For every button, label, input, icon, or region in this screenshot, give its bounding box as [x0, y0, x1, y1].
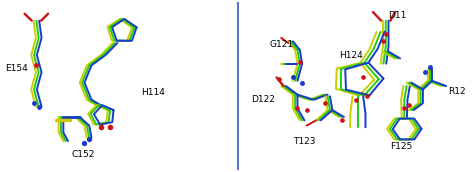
Text: R12: R12	[448, 87, 466, 96]
Text: H114: H114	[141, 88, 164, 97]
Text: T123: T123	[293, 137, 315, 146]
Text: F125: F125	[391, 142, 413, 151]
Text: E154: E154	[5, 64, 27, 73]
Text: D122: D122	[251, 95, 275, 104]
Text: H124: H124	[339, 51, 363, 60]
Text: G121: G121	[270, 40, 294, 49]
Text: C152: C152	[72, 150, 95, 159]
Text: D11: D11	[388, 11, 406, 20]
